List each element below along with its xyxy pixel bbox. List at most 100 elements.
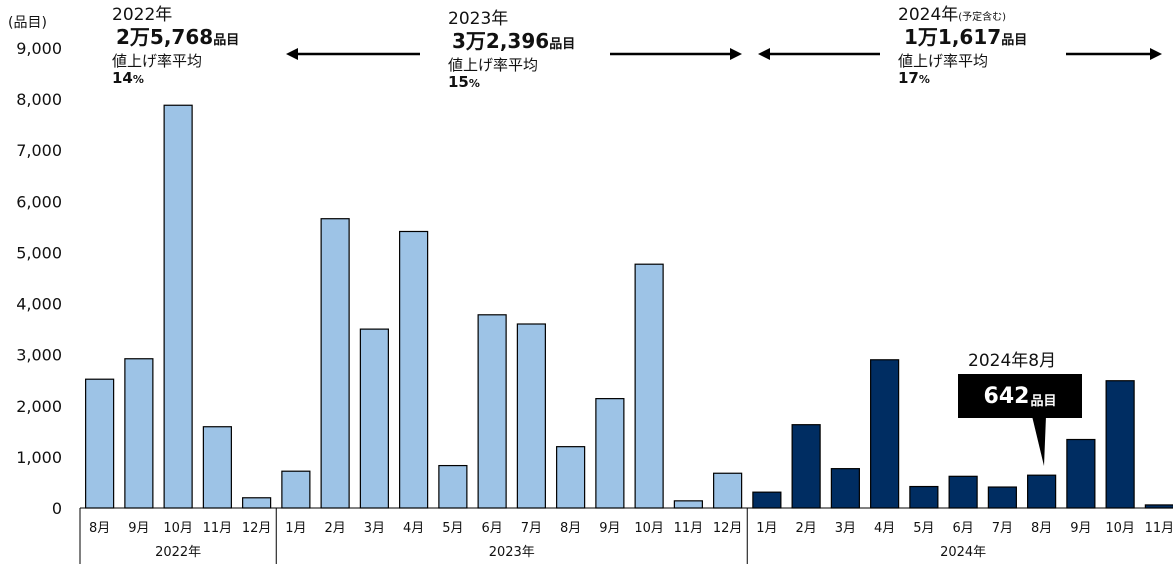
annotation-2023-avg-unit: % xyxy=(468,76,480,90)
annotation-2023-count-unit: 品目 xyxy=(549,36,576,52)
arrow-2022-left-head xyxy=(286,48,298,60)
y-tick-label: 6,000 xyxy=(16,192,62,211)
x-tick-label: 9月 xyxy=(599,521,620,536)
bar xyxy=(556,446,586,509)
bar xyxy=(320,218,350,509)
x-tick-label: 4月 xyxy=(403,521,424,536)
x-tick-label: 3月 xyxy=(364,521,385,536)
bar xyxy=(85,378,115,509)
y-tick-label: 3,000 xyxy=(16,346,62,365)
x-tick-label: 4月 xyxy=(874,521,895,536)
bars xyxy=(85,104,1173,509)
year-group-label: 2022年 xyxy=(155,545,201,560)
x-tick-label: 5月 xyxy=(442,521,463,536)
x-tick-label: 11月 xyxy=(203,521,233,536)
x-tick-label: 7月 xyxy=(521,521,542,536)
annotation-2022-count-unit: 品目 xyxy=(213,32,240,48)
bar xyxy=(399,230,429,509)
x-tick-label: 12月 xyxy=(713,521,743,536)
annotation-2022-year: 2022年 xyxy=(112,5,173,25)
annotation-2023-count: 3万2,396 xyxy=(452,28,550,53)
annotation-2024-year: 2024年 xyxy=(898,5,959,25)
x-tick-label: 12月 xyxy=(242,521,272,536)
y-tick-label: 2,000 xyxy=(16,397,62,416)
callout-pointer xyxy=(1032,416,1046,466)
annotation-2023-avg-label: 値上げ率平均 xyxy=(448,55,539,74)
y-axis-ticks: 0 1,000 2,000 3,000 4,000 5,000 6,000 7,000 8,00… xyxy=(16,39,62,518)
x-tick-label: 10月 xyxy=(634,521,664,536)
y-tick-label: 1,000 xyxy=(16,448,62,467)
bar xyxy=(791,424,821,509)
annotation-2024-count: 1万1,617 xyxy=(904,24,1002,49)
bar xyxy=(242,497,272,509)
x-tick-label: 2月 xyxy=(795,521,816,536)
x-tick-label: 1月 xyxy=(285,521,306,536)
bar xyxy=(281,470,311,509)
y-tick-label: 8,000 xyxy=(16,90,62,109)
y-tick-label: 4,000 xyxy=(16,295,62,314)
annotation-2023: 2023年 3万2,396品目 値上げ率平均 15% xyxy=(448,9,576,91)
annotation-2024-avg-label: 値上げ率平均 xyxy=(898,51,989,70)
bar xyxy=(634,263,664,509)
bar xyxy=(909,485,939,509)
bar xyxy=(1066,438,1096,509)
x-tick-label: 9月 xyxy=(1070,521,1091,536)
year-group-label: 2023年 xyxy=(489,545,535,560)
x-tick-label: 2月 xyxy=(324,521,345,536)
y-tick-label: 9,000 xyxy=(16,39,62,58)
x-tick-label: 8月 xyxy=(560,521,581,536)
callout-value: 642 xyxy=(983,383,1030,409)
x-tick-label: 11月 xyxy=(1145,521,1173,536)
bar xyxy=(516,323,546,509)
annotation-2023-year: 2023年 xyxy=(448,9,509,29)
x-tick-label: 8月 xyxy=(89,521,110,536)
arrow-2024-right-head xyxy=(1150,48,1162,60)
annotation-2024-year-note: (予定含む) xyxy=(958,12,1007,23)
bar xyxy=(948,475,978,509)
annotation-2024-avg-value: 17 xyxy=(898,68,919,87)
annotation-2024-count-unit: 品目 xyxy=(1001,32,1028,48)
bar xyxy=(987,486,1017,509)
bar xyxy=(202,426,232,509)
annotation-2022-count: 2万5,768 xyxy=(116,24,214,49)
y-tick-label: 5,000 xyxy=(16,243,62,262)
annotation-2022: 2022年 2万5,768品目 値上げ率平均 14% xyxy=(112,5,240,87)
x-tick-label: 5月 xyxy=(913,521,934,536)
bar xyxy=(713,472,743,509)
bar xyxy=(124,358,154,509)
bar xyxy=(477,314,507,509)
callout-box: 642 品目 xyxy=(958,374,1082,418)
bar xyxy=(752,491,782,509)
year-group-label: 2024年 xyxy=(940,545,986,560)
y-axis-unit-label: (品目) xyxy=(8,15,47,31)
period-arrows xyxy=(286,48,1162,60)
callout-unit: 品目 xyxy=(1030,393,1057,409)
x-tick-label: 9月 xyxy=(128,521,149,536)
bar xyxy=(1105,380,1135,509)
x-tick-label: 10月 xyxy=(163,521,193,536)
bar xyxy=(595,398,625,509)
bar xyxy=(870,359,900,509)
annotation-2022-avg-unit: % xyxy=(132,72,144,86)
y-tick-label: 0 xyxy=(52,499,62,518)
bar xyxy=(673,500,703,509)
annotation-2022-avg-value: 14 xyxy=(112,68,133,87)
x-tick-label: 6月 xyxy=(481,521,502,536)
x-tick-label: 11月 xyxy=(674,521,704,536)
x-axis: 8月 9月 10月 11月 12月 2022年 1月 2月 3月 4月 5月 6月 7月 8月 9月 10月 1… xyxy=(79,507,1173,564)
x-tick-label: 1月 xyxy=(756,521,777,536)
bar xyxy=(359,328,389,509)
arrow-2023-right-head xyxy=(730,48,742,60)
x-tick-label: 7月 xyxy=(992,521,1013,536)
y-tick-label: 7,000 xyxy=(16,141,62,160)
callout-year-month: 2024年8月 xyxy=(968,351,1057,371)
x-tick-label: 6月 xyxy=(952,521,973,536)
bar xyxy=(830,468,860,509)
annotation-2022-avg-label: 値上げ率平均 xyxy=(112,51,203,70)
bar xyxy=(1027,474,1057,509)
annotation-2024-avg-unit: % xyxy=(918,72,930,86)
x-tick-label: 3月 xyxy=(835,521,856,536)
bar xyxy=(163,104,193,509)
annotation-2024: 2024年(予定含む) 1万1,617品目 値上げ率平均 17% xyxy=(898,5,1028,87)
